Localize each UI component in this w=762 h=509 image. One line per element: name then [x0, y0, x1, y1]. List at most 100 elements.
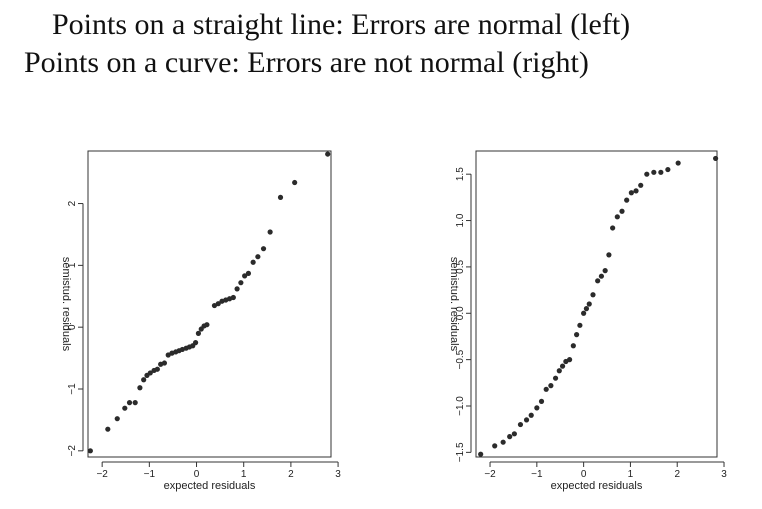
- chart-right-data-point: [534, 405, 540, 411]
- chart-right-data-point: [577, 322, 583, 328]
- chart-left-data-point: [126, 400, 133, 406]
- chart-left-data-point: [215, 301, 221, 307]
- chart-left-y-axis-label: semistud. residuals: [60, 257, 72, 352]
- chart-right-data-point: [598, 273, 605, 279]
- chart-left-x-axis-label: expected residuals: [164, 480, 256, 492]
- chart-right-data-point: [624, 197, 630, 203]
- chart-left-data-point: [230, 294, 236, 301]
- headline-line-1: Points on a straight line: Errors are no…: [52, 8, 631, 41]
- chart-right-data-point: [500, 439, 506, 445]
- chart-right-data-point: [628, 190, 634, 196]
- chart-right-data-point: [675, 160, 681, 166]
- chart-left-data-point: [141, 377, 147, 383]
- chart-right-data-point: [523, 417, 530, 423]
- chart-right-x-axis-label: expected residuals: [551, 480, 643, 492]
- headline-line-2: Points on a curve: Errors are not normal…: [24, 46, 589, 79]
- chart-left-data-point: [87, 448, 93, 454]
- chart-right-data-point: [543, 386, 549, 392]
- chart-left-data-point: [147, 370, 153, 376]
- chart-left-data-point: [122, 405, 128, 411]
- chart-left-data-point: [325, 151, 331, 157]
- chart-left-y-tick-label: 2: [67, 200, 78, 206]
- chart-left-plot-frame: [87, 150, 332, 458]
- chart-right-data-point: [507, 434, 513, 440]
- chart-right-data-point: [570, 343, 576, 349]
- chart-left-data-point: [292, 179, 298, 186]
- chart-right-data-point: [606, 252, 612, 258]
- chart-left-data-point: [114, 416, 120, 422]
- chart-right-data-point: [559, 363, 566, 369]
- chart-right-data-point: [556, 368, 562, 374]
- chart-left-data-point: [250, 259, 256, 265]
- chart-right-data-point: [665, 166, 671, 173]
- chart-left-y-tick-label: 0: [67, 324, 78, 330]
- chart-left-data-point: [255, 254, 261, 260]
- chart-right-y-tick-label: 1.5: [455, 167, 466, 181]
- chart-left-data-point: [238, 280, 244, 286]
- chart-left-x-tick-label: −1: [144, 469, 156, 480]
- chart-left-x-tick-label: −2: [96, 469, 108, 480]
- chart-right-data-point: [638, 182, 644, 188]
- chart-right-data-point: [633, 188, 639, 194]
- chart-left-data-point: [192, 340, 199, 346]
- chart-right-data-point: [511, 431, 517, 437]
- chart-right-y-tick-label: −1.0: [455, 396, 466, 416]
- chart-left-data-point: [204, 322, 210, 328]
- chart-right-y-tick-label: −1.5: [455, 442, 466, 462]
- chart-left-data-point: [267, 229, 273, 235]
- chart-left-data-point: [132, 400, 138, 406]
- chart-left-data-point: [242, 273, 248, 279]
- chart-left-data-point: [105, 426, 111, 432]
- chart-left-data-point: [234, 286, 240, 292]
- chart-right-data-point: [548, 383, 554, 389]
- chart-right-y-tick-label: 0.5: [455, 260, 466, 274]
- chart-right-x-tick-label: 1: [628, 469, 634, 480]
- chart-right-x-tick-label: 2: [674, 469, 680, 480]
- chart-right-data-point: [528, 412, 534, 418]
- chart-right-y-tick-label: 1.0: [455, 213, 466, 227]
- chart-right-data-point: [644, 171, 650, 177]
- chart-right-x-tick-label: −1: [531, 469, 543, 480]
- chart-right-data-point: [602, 268, 608, 274]
- chart-left-y-tick-label: −1: [67, 383, 78, 395]
- chart-left-data-point: [154, 366, 160, 372]
- chart-left-x-tick-label: 2: [288, 469, 294, 480]
- chart-right-data-point: [517, 421, 524, 428]
- chart-right-data-point: [538, 398, 545, 404]
- chart-left-data-point: [137, 385, 143, 391]
- chart-right-data-point: [492, 443, 498, 449]
- chart-right-data-point: [712, 155, 719, 162]
- chart-left-data-point: [161, 360, 168, 366]
- chart-right-x-tick-label: −2: [484, 469, 496, 480]
- chart-right-data-point: [583, 306, 590, 312]
- chart-left-y-tick-label: 1: [67, 262, 78, 268]
- chart-right-y-tick-label: 0.0: [455, 306, 466, 320]
- chart-right-data-point: [619, 208, 625, 214]
- chart-right-data-point: [586, 301, 592, 307]
- chart-left-x-tick-label: 3: [335, 469, 341, 480]
- chart-right-data-point: [651, 169, 657, 175]
- chart-right-data-point: [595, 278, 601, 284]
- chart-left-data-point: [277, 194, 284, 200]
- chart-right-data-point: [566, 357, 573, 363]
- chart-right-x-tick-label: 0: [581, 469, 587, 480]
- chart-left-data-point: [195, 330, 202, 336]
- chart-right-data-point: [478, 451, 484, 457]
- chart-right-x-tick-label: 3: [721, 469, 727, 480]
- chart-left-data-point: [260, 246, 267, 252]
- chart-right-plot-frame: [475, 150, 718, 458]
- chart-left-data-point: [245, 270, 252, 276]
- chart-right-data-point: [574, 332, 580, 338]
- chart-right-data-point: [552, 375, 559, 381]
- chart-right-data-point: [658, 169, 664, 175]
- chart-left-y-tick-label: −2: [67, 445, 78, 457]
- chart-right-data-point: [590, 292, 596, 298]
- chart-right-y-tick-label: −0.5: [455, 349, 466, 369]
- chart-left-x-tick-label: 1: [241, 469, 247, 480]
- chart-left-x-tick-label: 0: [194, 469, 200, 480]
- chart-right-data-point: [614, 214, 620, 220]
- chart-right-data-point: [581, 310, 587, 316]
- chart-right-y-axis-label: semistud. residuals: [448, 257, 460, 352]
